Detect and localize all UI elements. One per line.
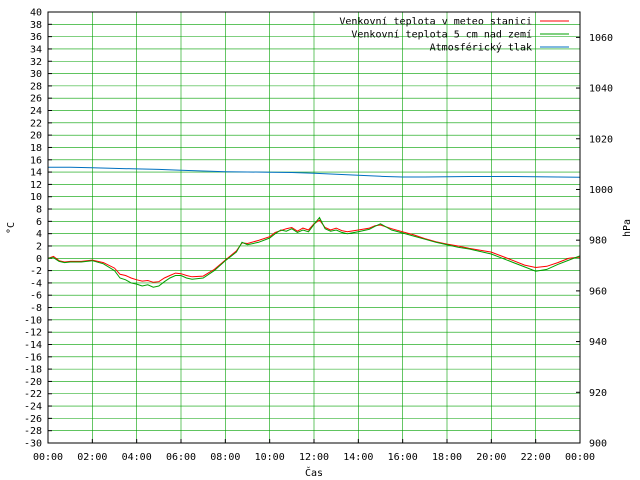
y-tick-label: 24 [30, 106, 42, 117]
y-tick-label: 40 [30, 8, 42, 19]
y-tick-label: -2 [30, 266, 42, 277]
y-tick-label: -22 [24, 389, 42, 400]
y-tick-label: 28 [30, 81, 42, 92]
y2-tick-label: 980 [589, 236, 607, 247]
y-tick-label: 38 [30, 20, 42, 31]
x-tick-label: 00:00 [565, 452, 595, 463]
y-axis-label: °C [6, 222, 17, 234]
y2-tick-label: 1020 [589, 134, 613, 145]
legend-label-2: Atmosférický tlak [430, 42, 532, 54]
x-tick-label: 14:00 [343, 452, 373, 463]
y-tick-label: 20 [30, 131, 42, 142]
y-tick-label: 8 [36, 205, 42, 216]
y-tick-label: -10 [24, 315, 42, 326]
series-line-1 [47, 216, 581, 288]
grid [47, 11, 581, 444]
y-tick-label: 34 [30, 44, 42, 55]
y2-tick-label: 920 [589, 388, 607, 399]
y2-tick-label: 900 [589, 439, 607, 450]
x-tick-label: 10:00 [255, 452, 285, 463]
legend-label-0: Venkovní teplota v meteo stanici [339, 16, 532, 28]
y2-tick-label: 1000 [589, 185, 613, 196]
x-axis-label: Čas [305, 466, 323, 479]
x-tick-label: 00:00 [33, 452, 63, 463]
y-tick-label: -4 [30, 278, 42, 289]
x-tick-label: 06:00 [166, 452, 196, 463]
y-tick-label: 4 [36, 229, 42, 240]
y-tick-label: 16 [30, 155, 42, 166]
y-tick-label: 18 [30, 143, 42, 154]
y2-tick-label: 1060 [589, 33, 613, 44]
y-tick-label: 30 [30, 69, 42, 80]
y-tick-label: -28 [24, 426, 42, 437]
y-tick-label: 26 [30, 94, 42, 105]
y-tick-label: -12 [24, 328, 42, 339]
x-tick-label: 22:00 [521, 452, 551, 463]
legend: Venkovní teplota v meteo staniciVenkovní… [339, 16, 569, 54]
series-line-0 [47, 219, 581, 283]
x-tick-label: 12:00 [299, 452, 329, 463]
series-lines [47, 166, 581, 288]
y2-tick-label: 940 [589, 337, 607, 348]
y2-tick-label: 1040 [589, 84, 613, 95]
y-tick-label: 14 [30, 168, 42, 179]
y-tick-label: -16 [24, 352, 42, 363]
y-tick-label: -20 [24, 377, 42, 388]
y-tick-label: 12 [30, 180, 42, 191]
y2-axis-label: hPa [622, 219, 633, 237]
y-tick-label: 0 [36, 254, 42, 265]
y-tick-label: -14 [24, 340, 42, 351]
x-tick-label: 16:00 [388, 452, 418, 463]
y-tick-label: -18 [24, 365, 42, 376]
y-tick-label: -30 [24, 439, 42, 450]
y-tick-label: 32 [30, 57, 42, 68]
series-line-2 [48, 166, 581, 178]
x-tick-label: 02:00 [77, 452, 107, 463]
x-tick-label: 20:00 [476, 452, 506, 463]
x-tick-label: 08:00 [210, 452, 240, 463]
x-tick-label: 18:00 [432, 452, 462, 463]
y-tick-label: 22 [30, 118, 42, 129]
y-tick-label: -8 [30, 303, 42, 314]
ticks: -30-28-26-24-22-20-18-16-14-12-10-8-6-4-… [24, 8, 613, 464]
y2-tick-label: 960 [589, 286, 607, 297]
y-tick-label: -26 [24, 414, 42, 425]
legend-label-1: Venkovní teplota 5 cm nad zemí [351, 29, 532, 41]
x-tick-label: 04:00 [122, 452, 152, 463]
y-tick-label: 6 [36, 217, 42, 228]
plot-frame [47, 11, 581, 444]
y-tick-label: 36 [30, 32, 42, 43]
y-tick-label: -24 [24, 402, 42, 413]
y-tick-label: 10 [30, 192, 42, 203]
y-tick-label: 2 [36, 241, 42, 252]
y-tick-label: -6 [30, 291, 42, 302]
